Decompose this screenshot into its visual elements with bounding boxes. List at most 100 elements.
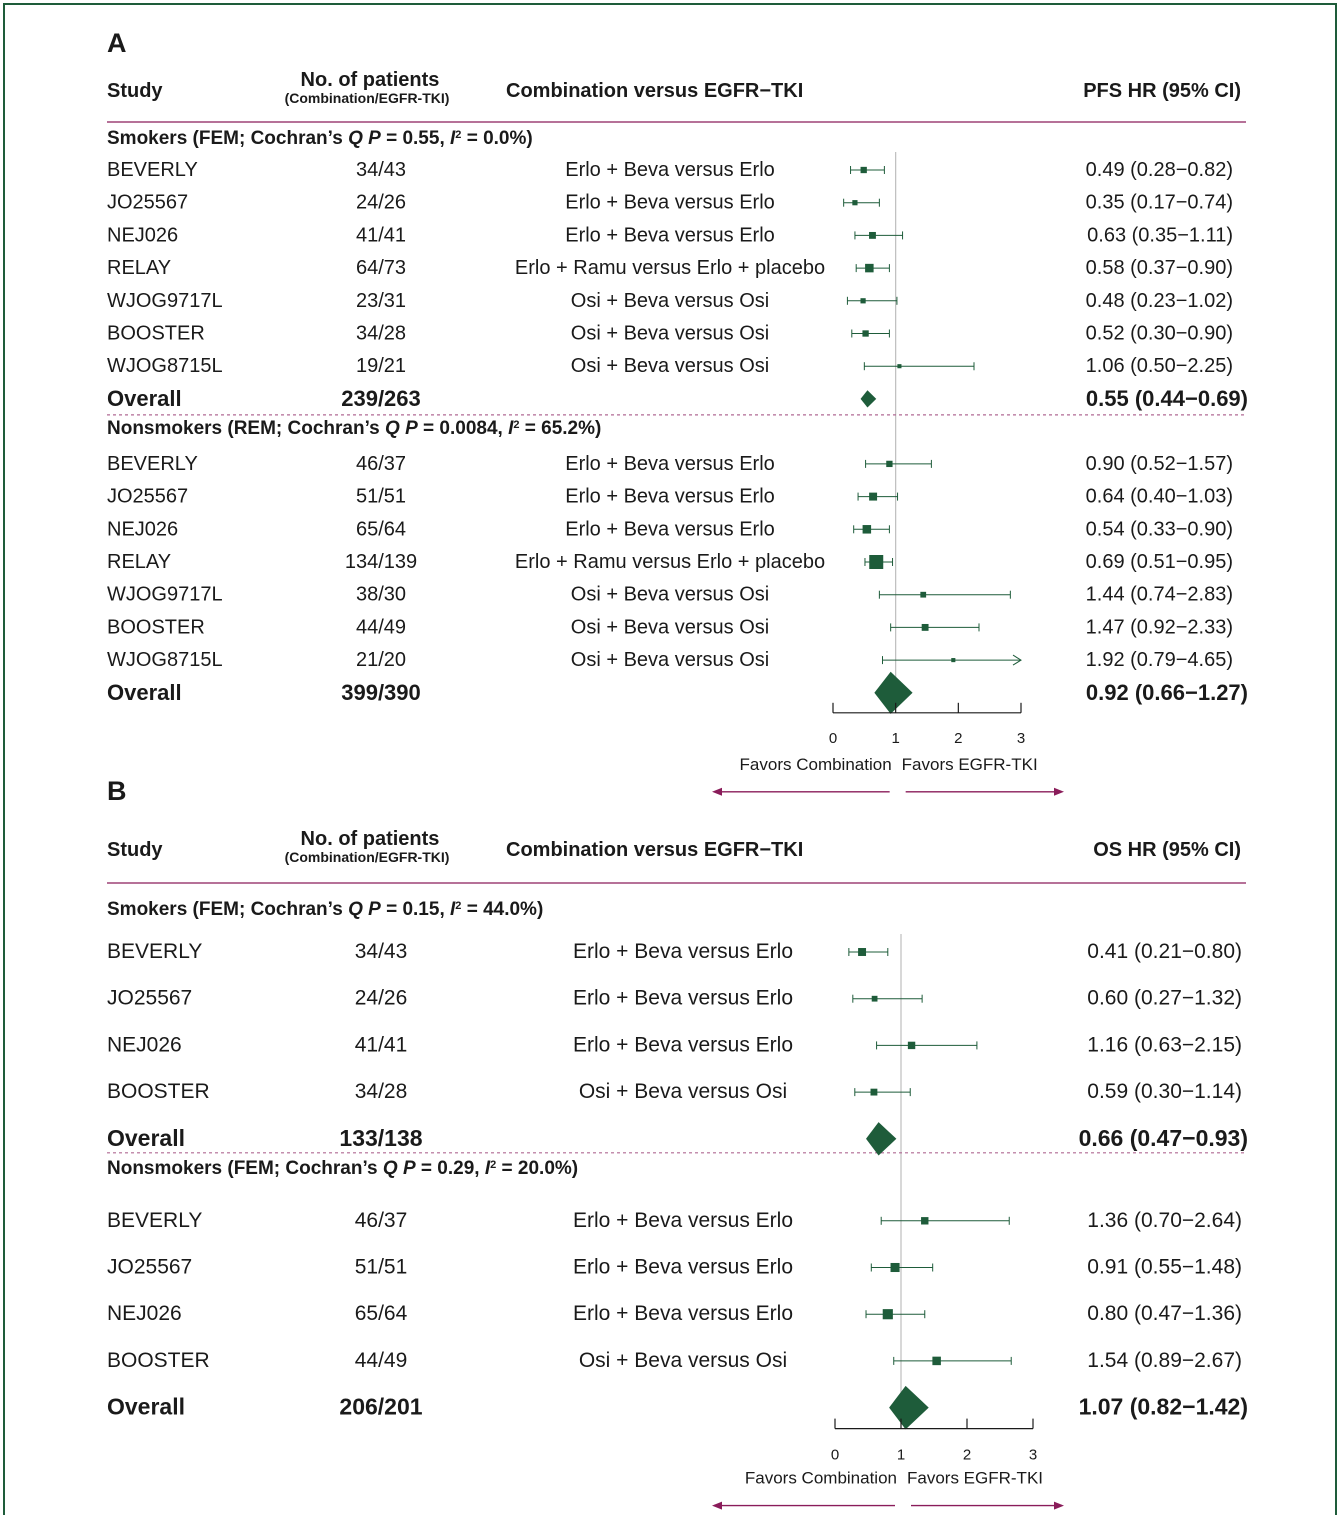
hr-value: 0.64 (0.40−1.03): [1086, 486, 1233, 508]
hr-value: 0.58 (0.37−0.90): [1086, 257, 1233, 279]
point-estimate: [865, 263, 874, 273]
hr-value: 1.92 (0.79−4.65): [1086, 649, 1233, 671]
patients-count: 34/28: [355, 1080, 408, 1103]
patients-count: 64/73: [356, 257, 406, 279]
favors-egfr-tki-label: Favors EGFR-TKI: [907, 1469, 1043, 1488]
hr-value: 1.44 (0.74−2.83): [1086, 584, 1233, 606]
comparison-label: Erlo + Beva versus Erlo: [573, 1256, 793, 1279]
header-comparison: Combination versus EGFR−TKI: [506, 839, 803, 861]
point-estimate: [858, 948, 867, 956]
point-estimate: [920, 591, 927, 598]
comparison-label: Osi + Beva versus Osi: [571, 355, 769, 377]
patients-count: 41/41: [356, 224, 406, 246]
study-name: WJOG8715L: [107, 649, 223, 671]
hr-value: 0.52 (0.30−0.90): [1086, 323, 1233, 345]
point-estimate: [862, 525, 872, 534]
ci-arrow: [1012, 654, 1022, 666]
header-hr: OS HR (95% CI): [1093, 839, 1241, 861]
overall-diamond: [874, 671, 913, 714]
patients-count: 34/43: [355, 940, 408, 963]
hr-value: 1.06 (0.50−2.25): [1086, 355, 1233, 377]
comparison-label: Erlo + Beva versus Erlo: [565, 224, 775, 246]
study-name: JO25567: [107, 987, 192, 1010]
point-estimate: [870, 1088, 878, 1096]
comparison-label: Osi + Beva versus Osi: [579, 1080, 787, 1103]
study-name: BEVERLY: [107, 159, 198, 181]
subgroup-title: Smokers (FEM; Cochran’s Q P = 0.15, I2 =…: [107, 899, 543, 920]
point-estimate: [869, 231, 876, 239]
study-name: RELAY: [107, 551, 171, 573]
comparison-label: Osi + Beva versus Osi: [571, 323, 769, 345]
study-name: BOOSTER: [107, 616, 205, 638]
comparison-label: Osi + Beva versus Osi: [571, 290, 769, 312]
patients-count: 46/37: [356, 453, 406, 475]
overall-label: Overall: [107, 680, 182, 705]
comparison-label: Erlo + Beva versus Erlo: [573, 987, 793, 1010]
subgroup-title: Smokers (FEM; Cochran’s Q P = 0.55, I2 =…: [107, 128, 533, 149]
x-tick-label: 0: [829, 730, 837, 747]
favors-combination-label: Favors Combination: [740, 755, 892, 774]
study-name: BEVERLY: [107, 940, 202, 963]
hr-value: 0.35 (0.17−0.74): [1086, 192, 1233, 214]
x-tick-label: 3: [1029, 1447, 1037, 1464]
patients-count: 19/21: [356, 355, 406, 377]
x-tick-label: 0: [831, 1447, 839, 1464]
hr-value: 0.59 (0.30−1.14): [1087, 1080, 1242, 1103]
comparison-label: Osi + Beva versus Osi: [571, 649, 769, 671]
point-estimate: [907, 1041, 916, 1050]
hr-value: 0.48 (0.23−1.02): [1086, 290, 1233, 312]
overall-diamond: [889, 1385, 929, 1430]
patients-count: 399/390: [341, 680, 421, 705]
hr-value: 0.91 (0.55−1.48): [1087, 1256, 1242, 1279]
patients-count: 51/51: [355, 1256, 408, 1279]
overall-diamond: [866, 1122, 897, 1156]
point-estimate: [921, 623, 929, 631]
header-patients: No. of patients: [301, 69, 440, 91]
patients-count: 44/49: [356, 616, 406, 638]
hr-value: 0.60 (0.27−1.32): [1087, 987, 1242, 1010]
patients-count: 206/201: [339, 1394, 422, 1420]
study-name: BEVERLY: [107, 453, 198, 475]
study-name: WJOG9717L: [107, 584, 223, 606]
study-name: WJOG9717L: [107, 290, 223, 312]
header-study: Study: [107, 839, 163, 861]
point-estimate: [860, 298, 866, 304]
favors-right-arrowhead: [1054, 787, 1064, 796]
x-tick-label: 3: [1017, 730, 1025, 747]
comparison-label: Erlo + Beva versus Erlo: [565, 486, 775, 508]
study-name: NEJ026: [107, 1302, 182, 1325]
hr-value: 0.90 (0.52−1.57): [1086, 453, 1233, 475]
point-estimate: [869, 555, 884, 569]
point-estimate: [932, 1356, 941, 1366]
patients-count: 24/26: [355, 987, 408, 1010]
favors-egfr-tki-label: Favors EGFR-TKI: [902, 755, 1038, 774]
comparison-label: Osi + Beva versus Osi: [579, 1349, 787, 1372]
overall-diamond: [860, 390, 877, 408]
hr-value: 0.63 (0.35−1.11): [1087, 224, 1233, 246]
hr-value: 0.54 (0.33−0.90): [1086, 518, 1233, 540]
study-name: JO25567: [107, 1256, 192, 1279]
study-name: NEJ026: [107, 518, 178, 540]
overall-label: Overall: [107, 1394, 185, 1420]
comparison-label: Erlo + Beva versus Erlo: [573, 1209, 793, 1232]
panel-label: B: [107, 776, 127, 806]
header-hr: PFS HR (95% CI): [1083, 80, 1241, 102]
point-estimate: [862, 330, 869, 337]
x-tick-label: 2: [963, 1447, 971, 1464]
header-patients-sub: (Combination/EGFR-TKI): [285, 90, 450, 106]
x-tick-label: 1: [897, 1447, 905, 1464]
favors-left-arrowhead: [712, 787, 722, 796]
comparison-label: Osi + Beva versus Osi: [571, 616, 769, 638]
patients-count: 51/51: [356, 486, 406, 508]
study-name: BOOSTER: [107, 1349, 210, 1372]
comparison-label: Erlo + Beva versus Erlo: [573, 940, 793, 963]
panel-a: A Study No. of patients(Combination/EGFR-T…: [107, 28, 1248, 796]
overall-label: Overall: [107, 1125, 185, 1151]
comparison-label: Erlo + Ramu versus Erlo + placebo: [515, 551, 825, 573]
patients-count: 41/41: [355, 1033, 408, 1056]
favors-left-arrowhead: [712, 1501, 722, 1510]
patients-count: 34/43: [356, 159, 406, 181]
study-name: BOOSTER: [107, 1080, 210, 1103]
comparison-label: Osi + Beva versus Osi: [571, 584, 769, 606]
